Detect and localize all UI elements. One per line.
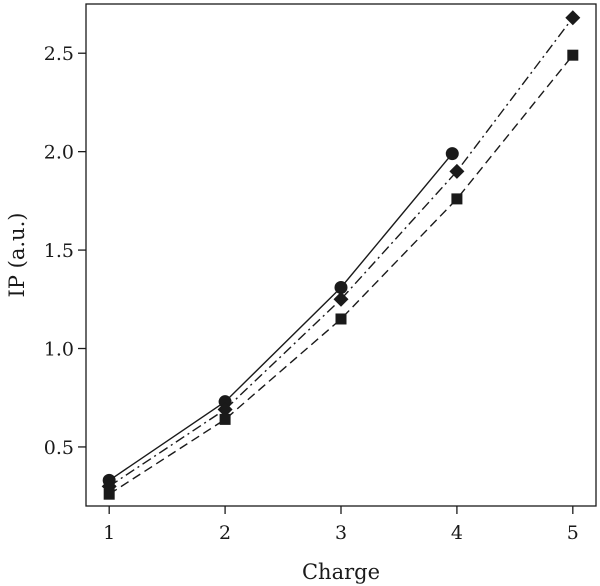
y-tick-label: 2.5: [44, 43, 74, 65]
data-point-circle: [445, 147, 459, 161]
x-axis-label: Charge: [302, 560, 380, 584]
series-line-square: [108, 54, 574, 495]
data-point-diamond: [333, 291, 349, 307]
series-layer: [101, 10, 581, 500]
data-point-square: [567, 49, 579, 61]
data-point-circle: [218, 395, 232, 409]
data-point-diamond: [217, 402, 233, 418]
plot-frame: [85, 3, 597, 507]
y-tick-label: 0.5: [44, 437, 74, 459]
x-axis: 1 2 3 4 5: [103, 506, 579, 544]
data-point-square: [103, 488, 115, 500]
y-axis-label: IP (a.u.): [5, 213, 29, 298]
series-line-circle: [108, 153, 453, 481]
y-tick-label: 1.0: [44, 339, 74, 361]
series-line-diamond: [108, 17, 574, 487]
x-tick-label: 3: [335, 522, 347, 544]
data-point-diamond: [565, 10, 581, 26]
data-point-square: [451, 193, 463, 205]
data-point-square: [219, 413, 231, 425]
data-point-diamond: [449, 163, 465, 179]
x-tick-label: 1: [103, 522, 115, 544]
data-point-circle: [334, 280, 348, 294]
x-tick-label: 4: [451, 522, 463, 544]
y-axis: 0.5 1.0 1.5 2.0 2.5: [44, 43, 86, 459]
x-tick-label: 5: [567, 522, 579, 544]
x-tick-label: 2: [219, 522, 231, 544]
y-tick-label: 1.5: [44, 240, 74, 262]
data-point-square: [335, 313, 347, 325]
y-tick-label: 2.0: [44, 142, 74, 164]
